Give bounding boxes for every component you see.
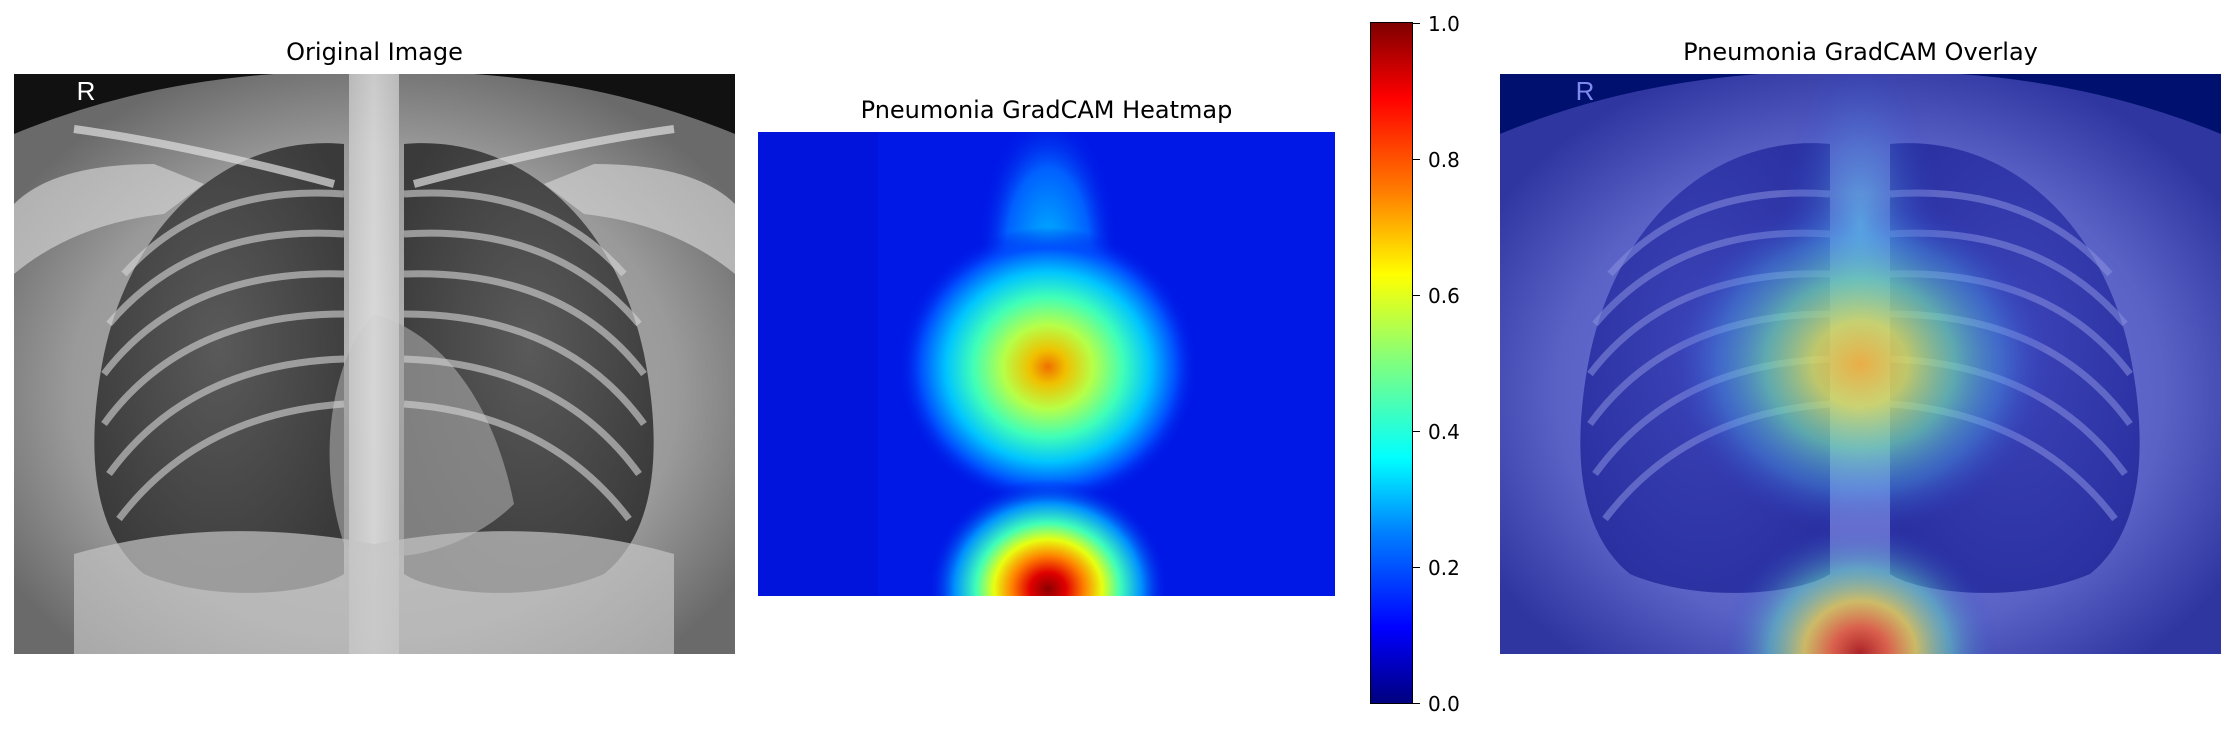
colorbar-tick-label: 0.0 [1428, 692, 1460, 716]
colorbar-tick-mark [1413, 567, 1420, 568]
overlay-side-marker: R [1576, 76, 1595, 106]
colorbar-tick-label: 0.4 [1428, 420, 1460, 444]
xray-side-marker: R [77, 76, 96, 106]
colorbar-tick-label: 0.2 [1428, 556, 1460, 580]
colorbar-tick-label: 0.6 [1428, 284, 1460, 308]
colorbar-tick-mark [1413, 431, 1420, 432]
overlay-title: Pneumonia GradCAM Overlay [1683, 38, 2038, 66]
colorbar-tick-mark [1413, 159, 1420, 160]
gradcam-heatmap-image [758, 132, 1335, 596]
colorbar-tick-mark [1413, 703, 1420, 704]
colorbar-tick-mark [1413, 23, 1420, 24]
colorbar-tick-label: 1.0 [1428, 12, 1460, 36]
original-image-title: Original Image [286, 38, 463, 66]
original-xray-image: R [14, 74, 735, 654]
gradcam-overlay-image: R [1500, 74, 2221, 654]
heatmap-title: Pneumonia GradCAM Heatmap [860, 96, 1233, 124]
colorbar-tick-mark [1413, 295, 1420, 296]
colorbar [1370, 22, 1413, 704]
colorbar-tick-label: 0.8 [1428, 148, 1460, 172]
